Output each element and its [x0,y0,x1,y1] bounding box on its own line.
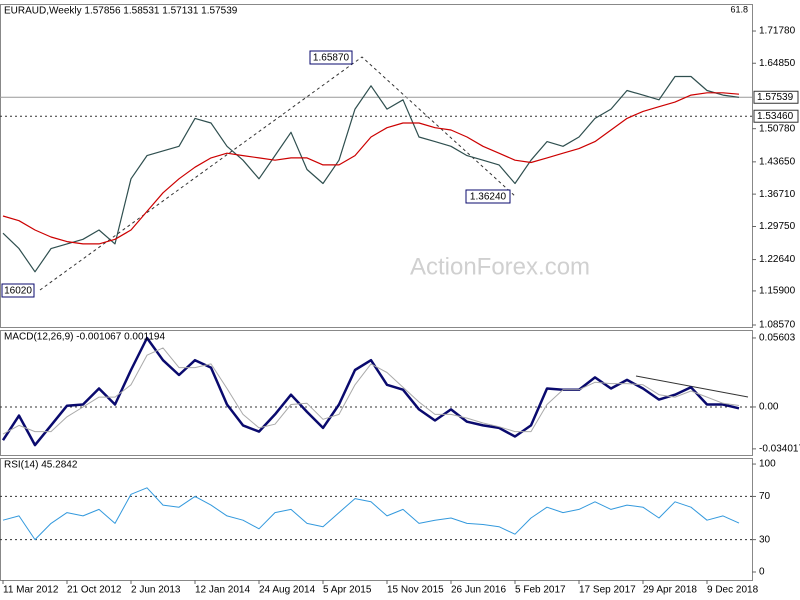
series-line [2,75,740,273]
x-tick-label: 24 Aug 2014 [259,585,316,596]
panel-title: EURAUD,Weekly 1.57856 1.58531 1.57131 1.… [4,6,238,17]
x-tick-label: 17 Sep 2017 [579,585,636,596]
x-tick-label: 11 Mar 2012 [3,585,59,596]
x-tick-label: 12 Jan 2014 [195,585,250,596]
y-tick-label: 0.00 [759,402,779,413]
x-tick-label: 21 Oct 2012 [67,585,122,596]
series-line [2,347,740,435]
annotation: 16020 [4,286,32,297]
y-tick-label: -0.034017 [759,444,800,455]
rsi-panel [0,458,753,581]
annotation: 1.36240 [470,192,507,203]
series-line [2,487,740,541]
y-tick-label: 70 [759,491,771,502]
y-tick-label: 1.50780 [759,123,796,134]
y-tick-label: 30 [759,534,771,545]
series-layer [0,75,752,541]
x-tick-label: 26 Jun 2016 [451,585,506,596]
y-tick-label: 1.36710 [759,189,796,200]
trend-line [39,56,516,291]
level-label-box [753,109,799,123]
annotation: 1.65870 [313,53,350,64]
watermark: ActionForex.com [410,253,590,280]
series-line [1,336,740,447]
price-panel [0,4,753,328]
level-label: 1.53460 [757,111,794,122]
corner-note: 61.8 [730,4,748,14]
y-tick-label: 1.29750 [759,221,796,232]
y-tick-label: 1.64850 [759,58,796,69]
x-tick-label: 5 Apr 2015 [323,585,372,596]
macd-trend-line [635,375,749,398]
x-tick-label: 5 Feb 2017 [515,585,566,596]
x-tick-label: 2 Jun 2013 [131,585,181,596]
series-line [2,92,740,245]
annotation-box [1,283,35,298]
y-tick-label: 1.71780 [759,26,796,37]
y-tick-label: 1.43650 [759,156,796,167]
y-tick-label: 1.15900 [759,286,796,297]
x-tick-label: 9 Dec 2018 [707,585,759,596]
x-tick-label: 29 Apr 2018 [643,585,697,596]
panel-title: MACD(12,26,9) -0.001067 0.001194 [4,332,165,343]
y-tick-label: 100 [759,459,776,470]
price-label-box [753,90,799,104]
annotation-box [309,50,353,65]
y-tick-label: 1.08570 [759,320,796,331]
macd-panel [0,330,753,456]
annotation-box [465,189,511,204]
y-tick-label: 0 [759,567,765,578]
panel-title: RSI(14) 45.2842 [4,460,78,471]
y-tick-label: 0.05603 [759,333,796,344]
x-tick-label: 15 Nov 2015 [387,585,444,596]
y-tick-label: 1.22640 [759,254,796,265]
price-label: 1.57539 [757,92,794,103]
